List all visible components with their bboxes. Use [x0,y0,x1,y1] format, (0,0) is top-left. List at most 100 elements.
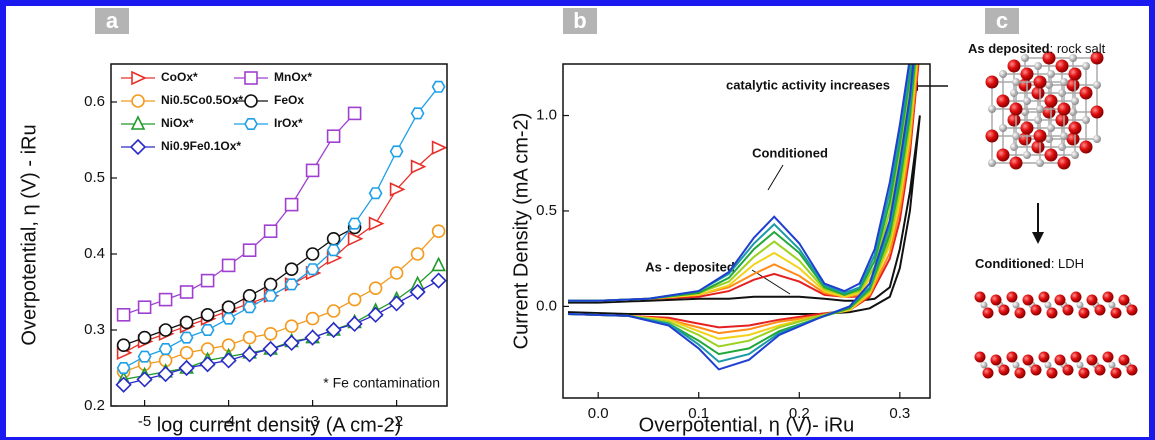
oxygen-atom [1033,75,1047,89]
metal-atom [980,361,988,369]
oxygen-atom [996,94,1010,108]
x-tick-label: -5 [138,413,151,430]
legend-label: NiOx* [161,116,194,130]
marker [242,330,257,345]
legend-label: MnOx* [274,70,312,84]
metal-atom [1076,301,1084,309]
marker [305,263,320,276]
oxygen-atom [1126,304,1138,316]
oxygen-atom [996,148,1010,162]
marker [431,224,446,238]
oxygen-atom [985,75,999,89]
series-line [567,64,916,356]
metal-atom [1021,54,1029,62]
oxygen-atom [1055,59,1069,73]
metal-atom [1060,132,1068,140]
marker [305,311,320,326]
metal-atom [1044,361,1052,369]
marker [389,266,404,280]
marker [326,232,341,246]
oxygen-atom [1031,140,1045,154]
marker [410,159,427,174]
legend-marker [244,94,258,108]
oxygen-atom [1018,78,1032,92]
y-tick-label: 0.5 [536,202,557,219]
oxygen-atom [1054,294,1066,306]
marker [242,288,257,303]
oxygen-atom [1118,354,1130,366]
oxygen-atom [1031,86,1045,100]
pointer-line [767,164,784,191]
marker [284,197,299,212]
crystal-diagram [974,51,1138,379]
oxygen-atom [1102,351,1114,363]
marker [325,321,342,339]
marker [263,224,278,238]
metal-atom [1058,143,1066,151]
y-tick-label: 0.2 [84,397,105,414]
marker [179,331,194,344]
x-axis-label: Overpotential, η (V)- iRu [639,414,855,436]
y-tick-label: 0.6 [84,93,105,110]
series-line [123,230,440,373]
x-axis-label: log current density (A cm-2) [157,414,402,436]
marker [263,289,278,302]
marker [326,304,341,318]
oxygen-atom [1020,121,1034,135]
y-tick-label: 1.0 [536,107,557,124]
arrow-head [1032,232,1044,244]
marker [388,295,405,312]
oxygen-atom [985,129,999,143]
marker [326,129,341,143]
marker [284,262,299,277]
metal-atom [1069,54,1077,62]
legend-marker [129,138,147,156]
marker [431,80,446,93]
panel-label: b [573,8,586,33]
y-axis-label: Overpotential, η (V) - iRu [18,124,40,345]
marker [263,277,278,292]
panel-label-box [985,8,1019,34]
oxygen-atom [1078,307,1090,319]
marker [347,217,362,230]
plot-area [115,80,447,393]
oxygen-atom [1110,307,1122,319]
marker [305,163,320,178]
oxygen-atom [974,291,986,303]
marker [116,307,131,322]
marker [368,281,383,296]
oxygen-atom [1014,367,1026,379]
marker [179,285,194,299]
marker [304,329,321,346]
marker [137,350,152,363]
oxygen-atom [1038,291,1050,303]
oxygen-atom [1086,354,1098,366]
y-tick-label: 0.3 [84,321,105,338]
metal-atom [1082,116,1090,124]
panel-label-box [563,8,597,34]
metal-atom [1012,301,1020,309]
marker [326,244,341,257]
caption: As deposited: rock salt [968,41,1106,56]
marker [221,300,236,315]
plot-frame [110,63,448,407]
legend-marker [244,118,258,130]
oxygen-atom [1042,51,1056,65]
oxygen-atom [998,304,1010,316]
marker [116,338,131,353]
oxygen-atom [1094,364,1106,376]
oxygen-atom [1044,94,1058,108]
oxygen-atom [1090,105,1104,119]
panel-label: c [996,8,1008,33]
x-tick-label: -3 [306,413,319,430]
oxygen-atom [990,294,1002,306]
marker [409,283,426,301]
metal-atom [1108,301,1116,309]
y-axis-label: Current Density (mA cm-2) [510,113,532,350]
caption-rest: : LDH [1051,256,1084,271]
panel-label: a [106,8,119,33]
metal-atom [1047,124,1055,132]
marker [137,300,152,315]
oxygen-atom [1055,113,1069,127]
